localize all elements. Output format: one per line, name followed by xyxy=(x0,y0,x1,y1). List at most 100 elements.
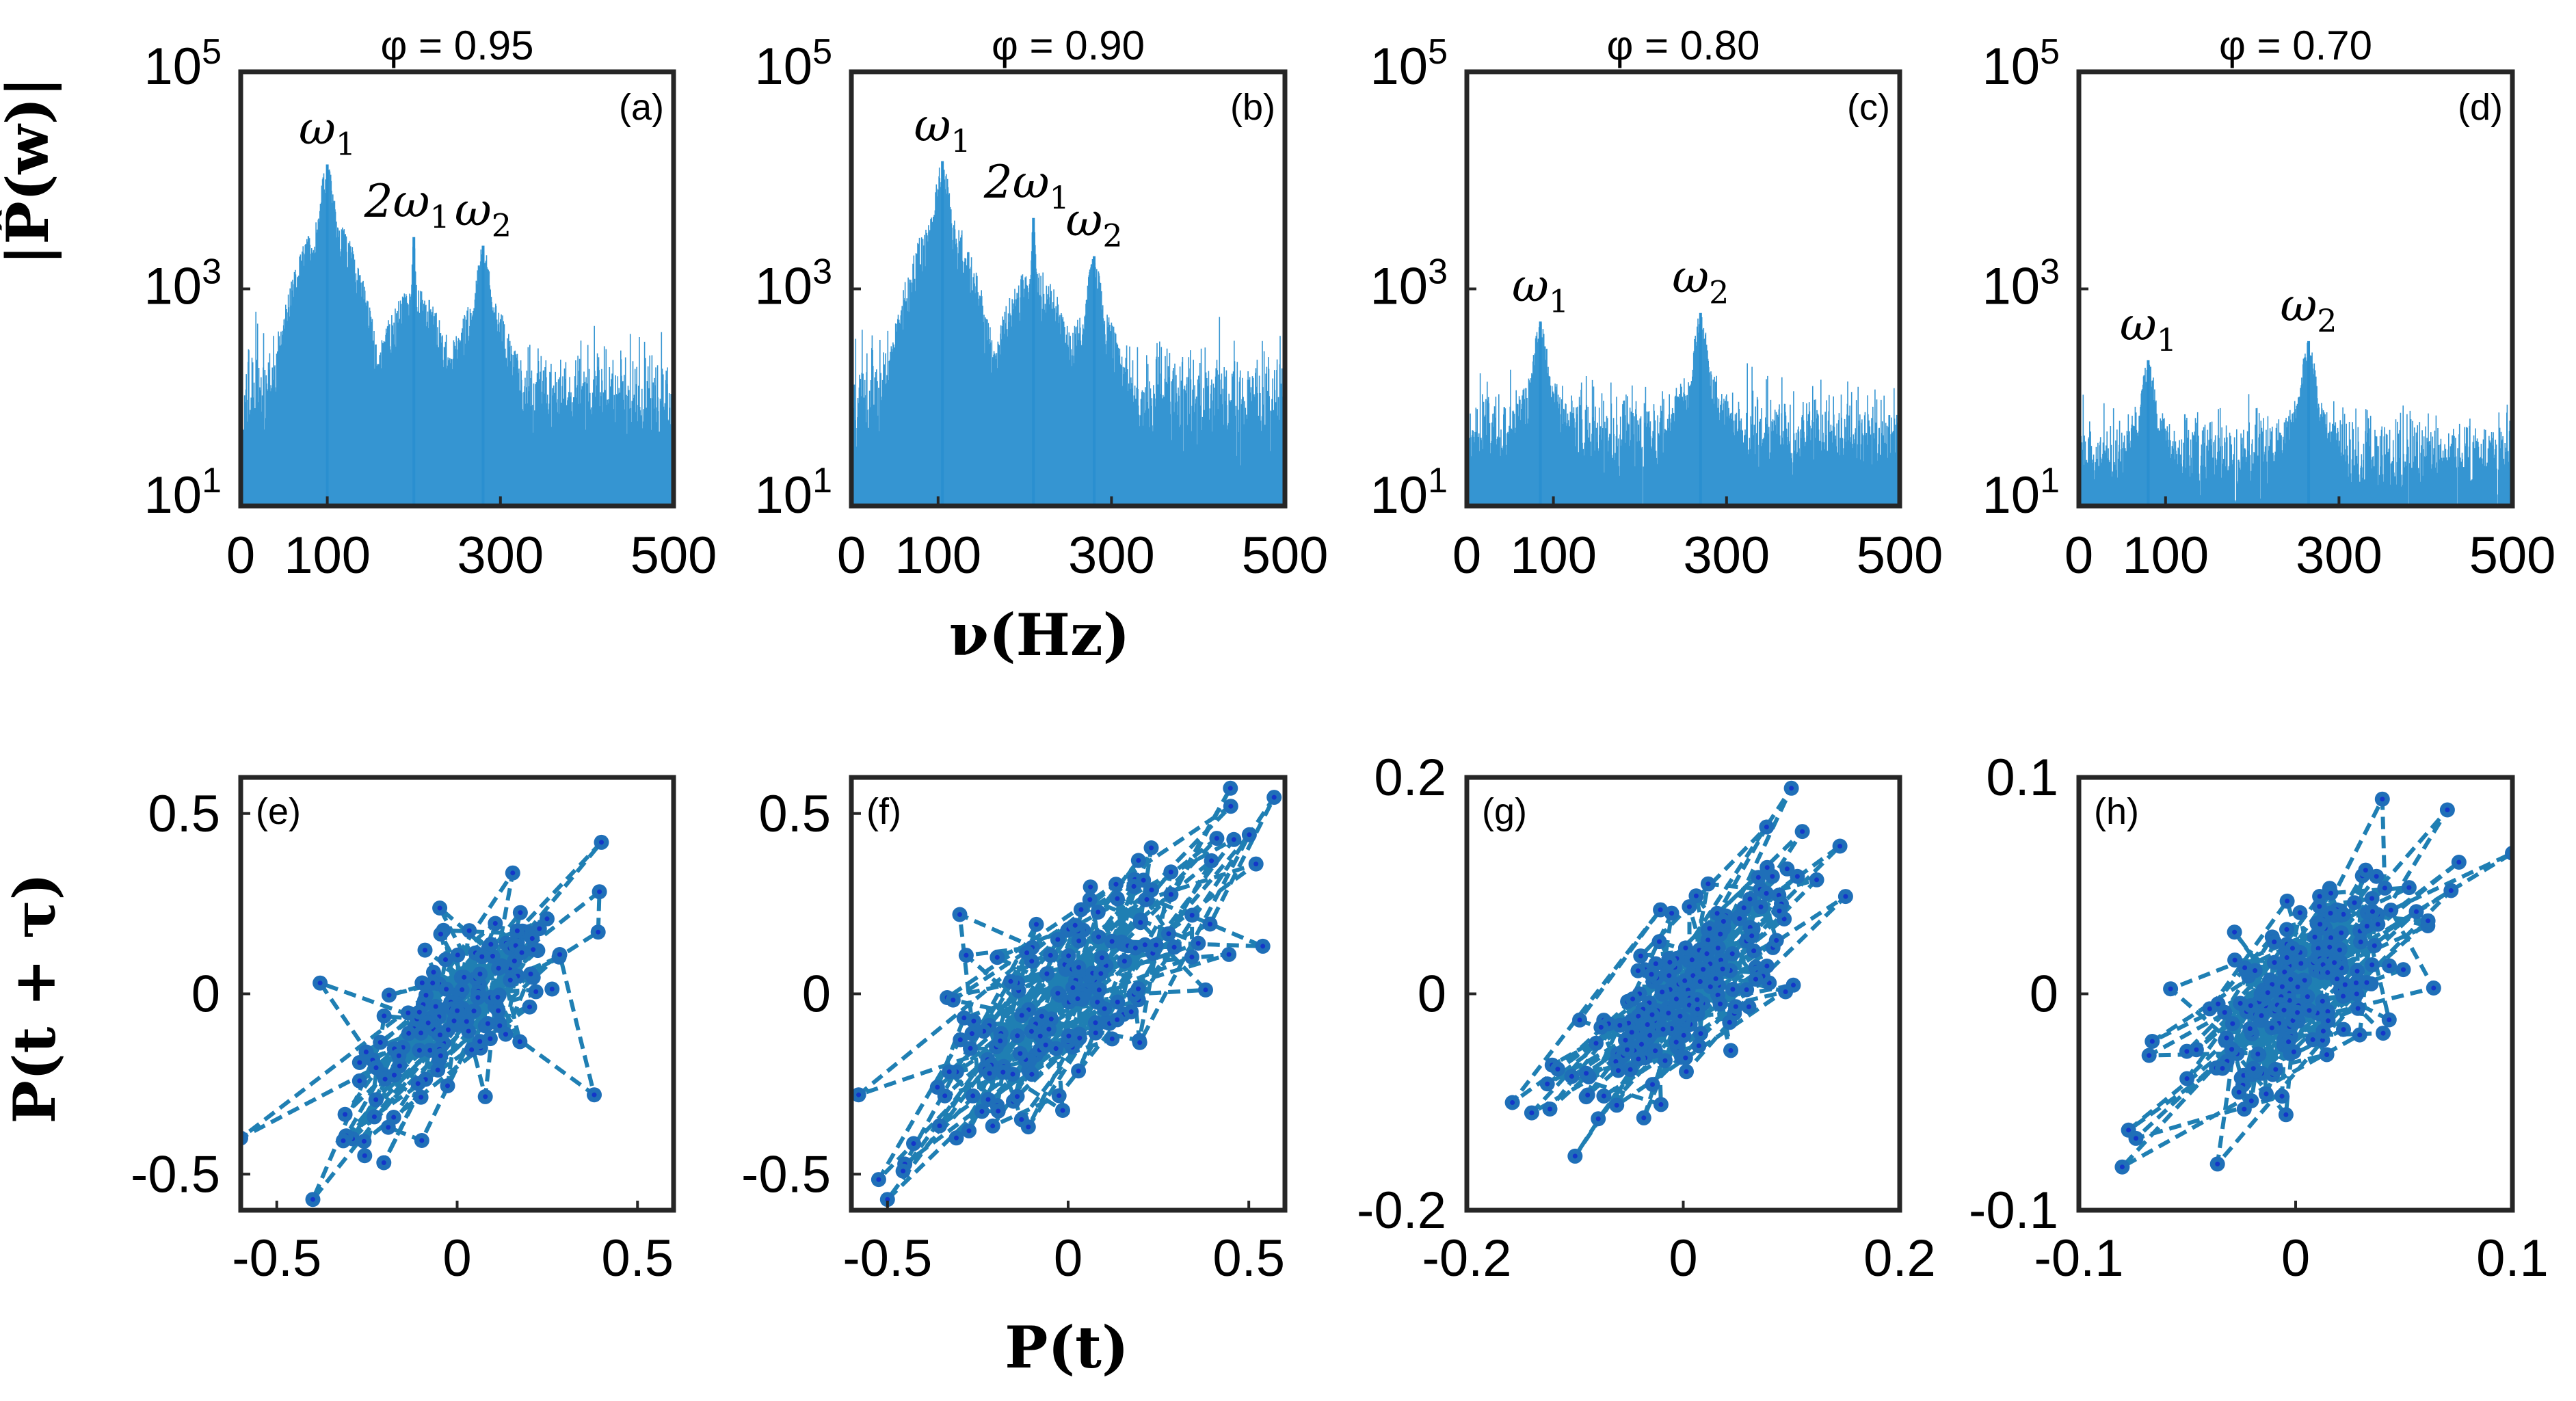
trajectory-point-center-g-168 xyxy=(1741,905,1747,911)
y-tick-label-f-1: 0 xyxy=(802,965,831,1024)
trajectory-point-center-f-71 xyxy=(1096,934,1101,939)
trajectory-point-center-f-118 xyxy=(1055,991,1061,996)
trajectory-point-center-h-193 xyxy=(2320,1028,2326,1034)
trajectory-point-center-e-51 xyxy=(492,921,498,926)
y-tick-label-c-0: 101 xyxy=(1370,461,1448,524)
trajectory-point-center-g-185 xyxy=(1593,1041,1599,1046)
trajectory-point-center-f-165 xyxy=(1166,931,1171,937)
trajectory-point-center-f-23 xyxy=(1168,892,1173,897)
peak-annotation-a-1: 2ω12ω1 xyxy=(364,175,450,235)
trajectory-point-center-e-46 xyxy=(445,1083,450,1089)
trajectory-point-center-f-154 xyxy=(998,1038,1003,1043)
panel-label-c: (c) xyxy=(1847,87,1890,128)
trajectory-point-center-g-142 xyxy=(1649,1012,1655,1017)
trajectory-point-center-e-78 xyxy=(549,987,555,991)
trajectory-point-center-g-199 xyxy=(1649,972,1654,977)
trajectory-point-center-f-169 xyxy=(1072,922,1078,928)
trajectory-point-center-h-199 xyxy=(2332,960,2337,965)
trajectory-point-center-g-102 xyxy=(1628,1067,1633,1072)
trajectory-point-center-h-103 xyxy=(2382,885,2387,891)
trajectory-point-center-g-139 xyxy=(1737,916,1742,921)
trajectory-point-center-h-163 xyxy=(2307,1008,2312,1013)
trajectory-line-h xyxy=(2120,797,2512,1169)
x-tick-label-a-1: 100 xyxy=(284,526,371,585)
x-tick-label-g-1: 0 xyxy=(1669,1229,1697,1287)
trajectory-point-center-e-59 xyxy=(423,948,427,953)
peak-annotation-sub-d-0: 1 xyxy=(2157,321,2177,358)
trajectory-point-center-f-151 xyxy=(1209,858,1214,864)
panel-title-a: φ = 0.95 xyxy=(380,23,533,68)
trajectory-point-center-h-178 xyxy=(2374,874,2379,879)
trajectory-point-center-g-96 xyxy=(1715,992,1721,998)
y-tick-label-f-2: 0.5 xyxy=(758,785,831,843)
trajectory-point-center-h-160 xyxy=(2255,1052,2261,1056)
trajectory-point-center-e-16 xyxy=(386,1125,391,1130)
panel-title-b: φ = 0.90 xyxy=(992,23,1145,68)
trajectory-point-center-h-198 xyxy=(2363,868,2368,873)
trajectory-point-center-h-177 xyxy=(2357,1032,2363,1038)
trajectory-point-center-e-22 xyxy=(391,1115,397,1120)
trajectory-point-center-h-140 xyxy=(2354,968,2360,974)
trajectory-point-center-f-98 xyxy=(951,998,956,1003)
trajectory-point-center-f-58 xyxy=(970,1093,976,1099)
peak-annotation-b-1: 2ω12ω1 xyxy=(983,156,1070,216)
fft-x-axis-label: ν(Hz) xyxy=(949,601,1130,669)
trajectory-point-center-g-196 xyxy=(1789,786,1794,791)
spectrum-d xyxy=(2079,341,2512,506)
trajectory-point-center-g-155 xyxy=(1585,1093,1591,1097)
trajectory-point-center-h-132 xyxy=(2320,1037,2325,1043)
trajectory-point-center-h-147 xyxy=(2328,911,2333,916)
phase-portrait-h xyxy=(2114,791,2512,1175)
trajectory-point-center-g-198 xyxy=(1645,1022,1650,1027)
trajectory-point-center-h-81 xyxy=(2126,1128,2132,1133)
trajectory-point-center-g-129 xyxy=(1718,1001,1723,1006)
trajectory-point-center-f-116 xyxy=(1109,939,1115,944)
panel-label-a: (a) xyxy=(619,87,664,128)
trajectory-point-center-f-114 xyxy=(876,1177,881,1182)
trajectory-point-center-h-114 xyxy=(2324,1052,2330,1057)
trajectory-point-center-g-19 xyxy=(1758,904,1764,909)
trajectory-point-center-g-188 xyxy=(1653,961,1658,966)
trajectory-point-center-g-193 xyxy=(1623,1037,1628,1043)
trajectory-point-center-h-55 xyxy=(2230,1021,2235,1026)
trajectory-point-center-f-38 xyxy=(1034,922,1039,927)
trajectory-point-center-f-128 xyxy=(1098,971,1104,976)
trajectory-point-center-g-128 xyxy=(1635,968,1641,974)
x-tick-label-d-3: 500 xyxy=(2469,526,2556,585)
trajectory-point-center-e-142 xyxy=(479,954,485,959)
trajectory-point-center-g-110 xyxy=(1630,996,1636,1002)
peak-annotation-sub-c-0: 1 xyxy=(1549,282,1569,319)
panel-label-b: (b) xyxy=(1230,87,1275,128)
trajectory-point-center-e-86 xyxy=(460,987,465,992)
trajectory-point-center-g-50 xyxy=(1555,1067,1561,1072)
trajectory-point-center-f-4 xyxy=(1109,1036,1115,1041)
trajectory-point-center-g-146 xyxy=(1510,1100,1515,1105)
trajectory-point-center-f-125 xyxy=(1018,1051,1023,1056)
x-tick-label-d-1: 100 xyxy=(2122,526,2209,585)
trajectory-point-center-e-132 xyxy=(419,1030,423,1036)
trajectory-point-center-f-88 xyxy=(961,1015,967,1021)
trajectory-point-center-e-76 xyxy=(373,1065,379,1071)
trajectory-point-center-h-87 xyxy=(2369,962,2375,968)
trajectory-point-center-f-132 xyxy=(966,1128,972,1134)
peak-annotation-d-0: ω1ω1 xyxy=(2120,298,2177,358)
trajectory-point-center-g-64 xyxy=(1837,844,1843,849)
trajectory-point-center-f-57 xyxy=(946,1069,952,1074)
y-tick-exponent-c-0: 1 xyxy=(1428,461,1448,501)
trajectory-point-center-h-69 xyxy=(2287,998,2292,1003)
trajectory-point-center-h-111 xyxy=(2290,1018,2296,1023)
trajectory-point-center-f-51 xyxy=(1019,1117,1024,1122)
trajectory-point-center-f-84 xyxy=(996,1108,1001,1114)
trajectory-point-center-h-13 xyxy=(2285,898,2290,904)
x-tick-label-f-2: 0.5 xyxy=(1212,1229,1285,1287)
trajectory-point-center-f-131 xyxy=(1015,1033,1020,1039)
trajectory-point-center-h-125 xyxy=(2426,918,2431,924)
trajectory-point-center-g-180 xyxy=(1613,1059,1619,1064)
trajectory-point-center-g-122 xyxy=(1747,1004,1751,1009)
y-tick-label-f-0: -0.5 xyxy=(741,1145,831,1203)
trajectory-point-center-h-187 xyxy=(2354,980,2359,985)
x-tick-label-g-2: 0.2 xyxy=(1863,1229,1936,1287)
trajectory-point-center-f-81 xyxy=(1019,1013,1024,1018)
trajectory-point-center-f-113 xyxy=(957,1037,963,1043)
trajectory-point-center-h-110 xyxy=(2305,994,2310,1000)
